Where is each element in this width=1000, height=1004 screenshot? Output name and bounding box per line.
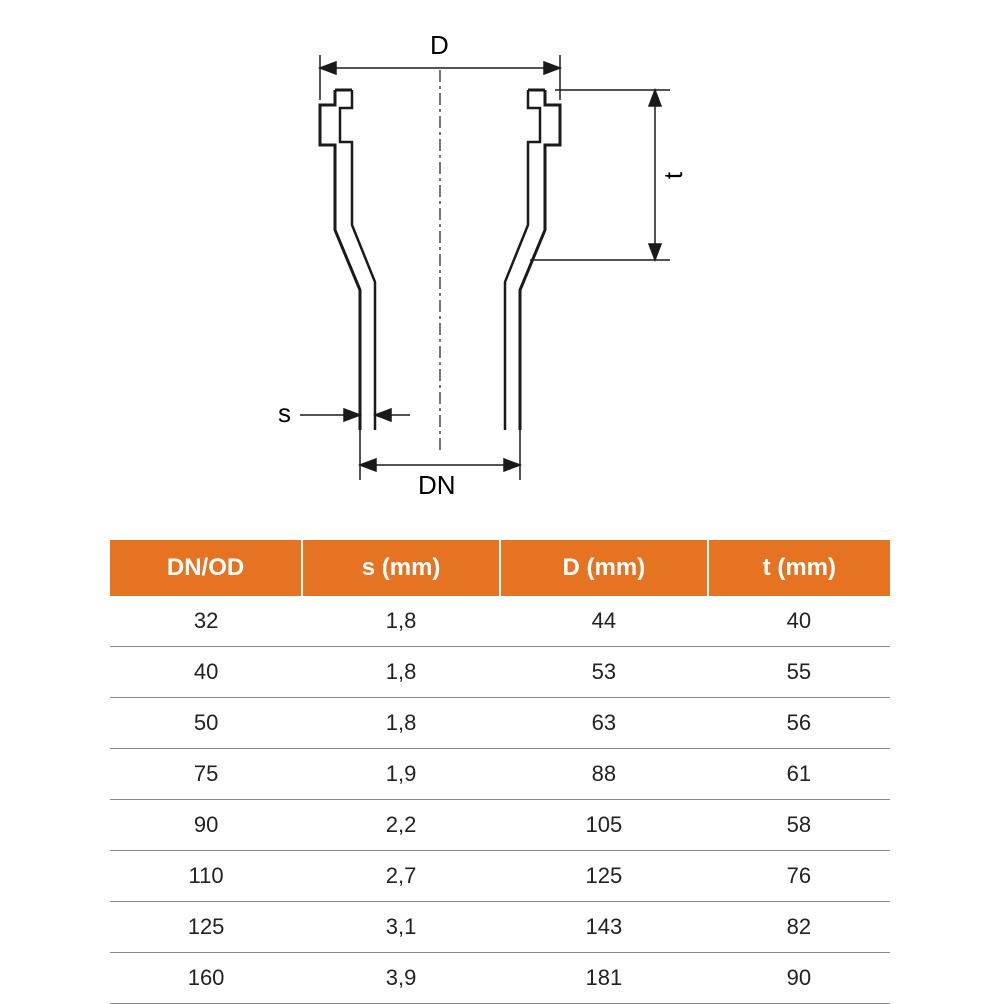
table-cell: 125	[110, 902, 302, 953]
table-cell: 1,8	[302, 596, 500, 647]
table-cell: 105	[500, 800, 708, 851]
table-cell: 50	[110, 698, 302, 749]
table-cell: 160	[110, 953, 302, 1004]
table-row: 902,210558	[110, 800, 890, 851]
label-t: t	[658, 172, 689, 179]
table-cell: 44	[500, 596, 708, 647]
table-header-cell: t (mm)	[708, 540, 890, 596]
table-cell: 143	[500, 902, 708, 953]
table-cell: 40	[708, 596, 890, 647]
table-cell: 53	[500, 647, 708, 698]
table-cell: 32	[110, 596, 302, 647]
table-header-row: DN/ODs (mm)D (mm)t (mm)	[110, 540, 890, 596]
spec-table: DN/ODs (mm)D (mm)t (mm) 321,84440401,853…	[110, 540, 890, 1004]
table-cell: 2,2	[302, 800, 500, 851]
spec-table-container: DN/ODs (mm)D (mm)t (mm) 321,84440401,853…	[110, 540, 890, 1004]
table-cell: 1,8	[302, 647, 500, 698]
table-cell: 90	[110, 800, 302, 851]
table-cell: 1,8	[302, 698, 500, 749]
table-row: 501,86356	[110, 698, 890, 749]
table-header-cell: DN/OD	[110, 540, 302, 596]
pipe-diagram: D t s DN	[200, 30, 800, 500]
table-row: 1102,712576	[110, 851, 890, 902]
table-cell: 90	[708, 953, 890, 1004]
table-body: 321,84440401,85355501,86356751,98861902,…	[110, 596, 890, 1004]
label-DN: DN	[418, 470, 456, 501]
table-header-cell: D (mm)	[500, 540, 708, 596]
table-cell: 3,1	[302, 902, 500, 953]
table-cell: 40	[110, 647, 302, 698]
table-row: 1603,918190	[110, 953, 890, 1004]
table-cell: 110	[110, 851, 302, 902]
label-D: D	[430, 30, 449, 61]
table-cell: 58	[708, 800, 890, 851]
table-cell: 75	[110, 749, 302, 800]
table-header-cell: s (mm)	[302, 540, 500, 596]
table-cell: 82	[708, 902, 890, 953]
table-cell: 1,9	[302, 749, 500, 800]
table-row: 321,84440	[110, 596, 890, 647]
table-cell: 56	[708, 698, 890, 749]
table-row: 401,85355	[110, 647, 890, 698]
table-row: 1253,114382	[110, 902, 890, 953]
label-s: s	[278, 398, 291, 429]
table-cell: 88	[500, 749, 708, 800]
pipe-svg	[200, 30, 800, 500]
table-cell: 3,9	[302, 953, 500, 1004]
table-cell: 2,7	[302, 851, 500, 902]
table-cell: 61	[708, 749, 890, 800]
table-cell: 63	[500, 698, 708, 749]
table-row: 751,98861	[110, 749, 890, 800]
table-cell: 125	[500, 851, 708, 902]
table-cell: 181	[500, 953, 708, 1004]
table-cell: 55	[708, 647, 890, 698]
table-cell: 76	[708, 851, 890, 902]
